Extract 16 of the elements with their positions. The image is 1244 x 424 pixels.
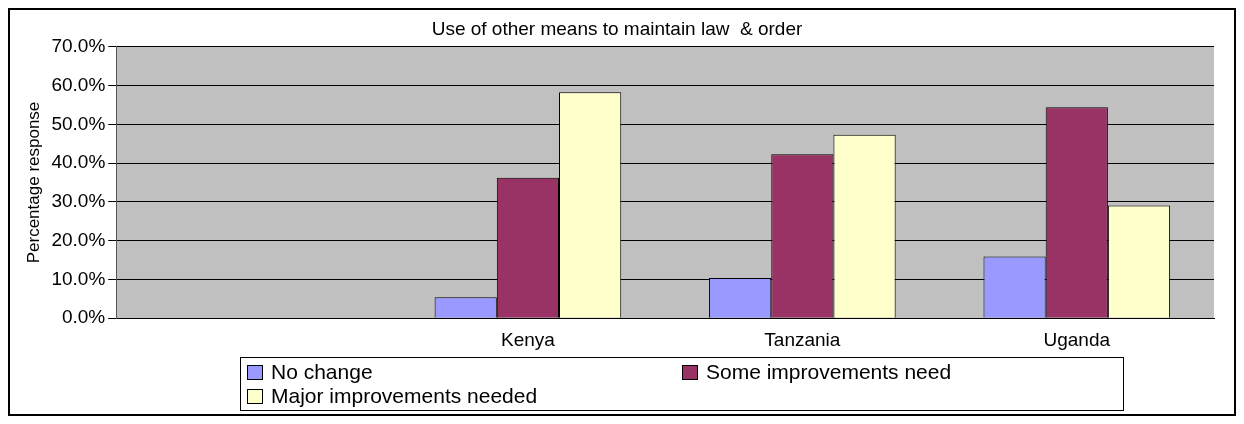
- chart-title: Use of other means to maintain law & order: [431, 17, 804, 39]
- y-tick-label: 40.0%: [51, 151, 106, 173]
- legend-label: Some improvements need: [706, 360, 952, 384]
- y-tick-label: 60.0%: [51, 73, 106, 95]
- legend-label: Major improvements needed: [271, 384, 538, 408]
- x-tick-label: Kenya: [500, 328, 556, 350]
- y-axis-title: Percentage response: [23, 101, 43, 264]
- y-tick-label: 70.0%: [51, 35, 106, 57]
- y-tick-label: 30.0%: [51, 190, 106, 212]
- y-tick-label: 10.0%: [51, 267, 106, 289]
- legend-label: No change: [271, 360, 373, 384]
- y-tick-label: 20.0%: [51, 228, 106, 250]
- y-tick-label: 50.0%: [51, 112, 106, 134]
- y-tick-label: 0.0%: [61, 306, 106, 328]
- x-tick-label: Uganda: [1043, 328, 1111, 350]
- x-tick-label: Tanzania: [764, 328, 841, 350]
